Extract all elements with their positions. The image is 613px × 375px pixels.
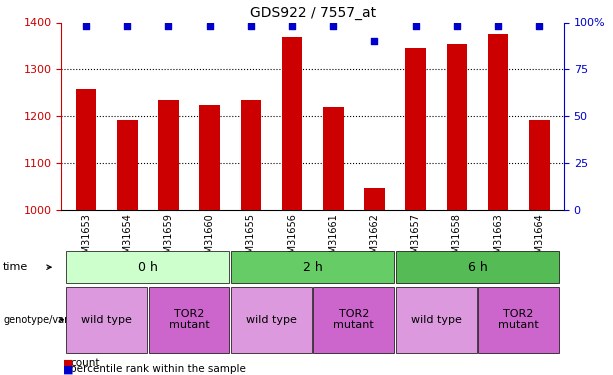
Text: TOR2
mutant: TOR2 mutant <box>333 309 374 330</box>
Bar <box>158 100 179 210</box>
Point <box>411 23 421 29</box>
Title: GDS922 / 7557_at: GDS922 / 7557_at <box>249 6 376 20</box>
Text: ■: ■ <box>63 358 74 368</box>
Text: wild type: wild type <box>246 315 297 325</box>
Bar <box>364 188 385 210</box>
Point <box>287 23 297 29</box>
Text: 2 h: 2 h <box>303 261 322 274</box>
Text: 0 h: 0 h <box>138 261 158 274</box>
Bar <box>529 120 549 210</box>
Bar <box>76 89 96 210</box>
Point <box>205 23 215 29</box>
Point <box>81 23 91 29</box>
Text: time: time <box>3 262 28 272</box>
Point <box>123 23 132 29</box>
Text: ■: ■ <box>63 364 74 374</box>
Bar <box>323 107 343 210</box>
Text: TOR2
mutant: TOR2 mutant <box>498 309 539 330</box>
Bar <box>117 120 137 210</box>
Bar <box>282 37 302 210</box>
Point <box>329 23 338 29</box>
Point <box>164 23 173 29</box>
Text: wild type: wild type <box>81 315 132 325</box>
Point <box>493 23 503 29</box>
Point <box>535 23 544 29</box>
Text: genotype/variation: genotype/variation <box>3 315 96 325</box>
Text: wild type: wild type <box>411 315 462 325</box>
Bar <box>199 105 220 210</box>
Text: TOR2
mutant: TOR2 mutant <box>169 309 210 330</box>
Text: count: count <box>70 358 100 368</box>
Bar <box>488 34 508 210</box>
Bar <box>446 44 467 210</box>
Point <box>452 23 462 29</box>
Text: percentile rank within the sample: percentile rank within the sample <box>70 364 246 374</box>
Point <box>246 23 256 29</box>
Bar <box>240 100 261 210</box>
Point <box>370 38 379 44</box>
Text: 6 h: 6 h <box>468 261 487 274</box>
Bar <box>405 48 426 210</box>
